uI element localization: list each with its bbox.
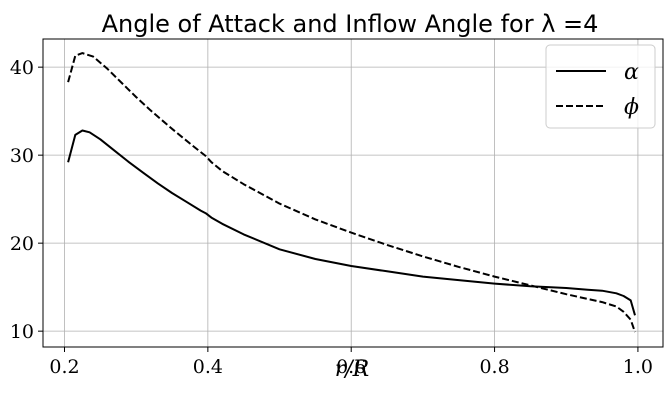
legend: α ϕ — [545, 44, 656, 129]
x-tick-label: 0.4 — [193, 356, 223, 378]
legend-label-alpha: α — [624, 60, 639, 85]
plot-lines — [67, 52, 636, 333]
x-tick-label: 0.2 — [49, 356, 79, 378]
y-tick-label: 10 — [10, 321, 34, 343]
legend-frame — [545, 44, 656, 129]
x-tick-label: 0.6 — [336, 356, 366, 378]
series-line-alpha — [67, 129, 636, 316]
x-tick-label: 1.0 — [623, 356, 653, 378]
series-line-phi — [67, 52, 636, 333]
y-tick-label: 40 — [10, 57, 34, 79]
axis-ticks: 0.2 0.4 0.6 0.8 1.0 10 20 30 40 — [10, 57, 653, 378]
legend-label-phi: ϕ — [624, 95, 639, 120]
plot-frame — [42, 38, 664, 348]
y-tick-label: 30 — [10, 145, 34, 167]
x-axis-label: r/R — [335, 357, 370, 382]
x-tick-label: 0.8 — [479, 356, 509, 378]
y-tick-label: 20 — [10, 233, 34, 255]
chart-title: Angle of Attack and Inflow Angle for λ =… — [102, 10, 599, 38]
